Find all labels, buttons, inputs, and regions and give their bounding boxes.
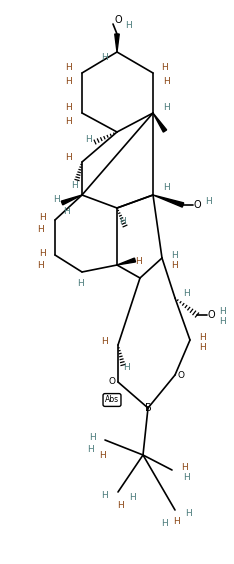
Text: O: O bbox=[114, 15, 122, 25]
Text: H: H bbox=[174, 518, 180, 527]
Text: H: H bbox=[182, 462, 188, 472]
Text: H: H bbox=[199, 343, 205, 352]
Text: H: H bbox=[163, 104, 169, 112]
Text: O: O bbox=[178, 371, 184, 380]
Polygon shape bbox=[61, 195, 82, 205]
Polygon shape bbox=[153, 195, 184, 207]
Text: H: H bbox=[199, 333, 205, 341]
Text: H: H bbox=[102, 337, 108, 346]
Text: H: H bbox=[205, 196, 211, 205]
Text: H: H bbox=[88, 444, 94, 453]
Text: H: H bbox=[65, 117, 71, 126]
Text: B: B bbox=[145, 403, 151, 413]
Text: H: H bbox=[66, 64, 72, 73]
Text: H: H bbox=[54, 196, 60, 205]
Text: H: H bbox=[39, 249, 45, 258]
Text: H: H bbox=[172, 262, 178, 271]
Text: H: H bbox=[162, 64, 168, 73]
Text: H: H bbox=[172, 250, 178, 259]
Text: O: O bbox=[109, 377, 116, 386]
Text: H: H bbox=[39, 214, 45, 223]
Polygon shape bbox=[115, 34, 119, 52]
Text: H: H bbox=[162, 519, 168, 528]
Text: O: O bbox=[207, 310, 215, 320]
Text: H: H bbox=[102, 52, 108, 61]
Text: H: H bbox=[102, 491, 108, 500]
Text: H: H bbox=[219, 316, 225, 325]
Text: H: H bbox=[100, 452, 106, 460]
Text: O: O bbox=[193, 200, 201, 210]
Text: H: H bbox=[65, 77, 71, 86]
Text: H: H bbox=[86, 135, 92, 144]
Text: H: H bbox=[163, 183, 169, 192]
Text: H: H bbox=[136, 258, 142, 267]
Text: H: H bbox=[184, 289, 190, 297]
Text: H: H bbox=[71, 180, 77, 190]
Text: H: H bbox=[219, 306, 225, 315]
Text: H: H bbox=[38, 261, 44, 270]
Text: H: H bbox=[164, 77, 170, 86]
Text: Abs: Abs bbox=[105, 395, 119, 404]
Polygon shape bbox=[153, 113, 167, 132]
Text: H: H bbox=[77, 280, 83, 289]
Text: H: H bbox=[129, 494, 135, 503]
Text: H: H bbox=[119, 217, 125, 226]
Text: H: H bbox=[183, 474, 189, 482]
Text: H: H bbox=[117, 501, 123, 510]
Text: H: H bbox=[186, 509, 192, 518]
Text: H: H bbox=[66, 152, 72, 161]
Text: H: H bbox=[123, 364, 129, 372]
Text: H: H bbox=[66, 104, 72, 112]
Polygon shape bbox=[117, 258, 135, 265]
Text: H: H bbox=[63, 208, 69, 217]
Text: H: H bbox=[38, 226, 44, 235]
Text: H: H bbox=[89, 433, 95, 442]
Text: H: H bbox=[126, 21, 132, 30]
